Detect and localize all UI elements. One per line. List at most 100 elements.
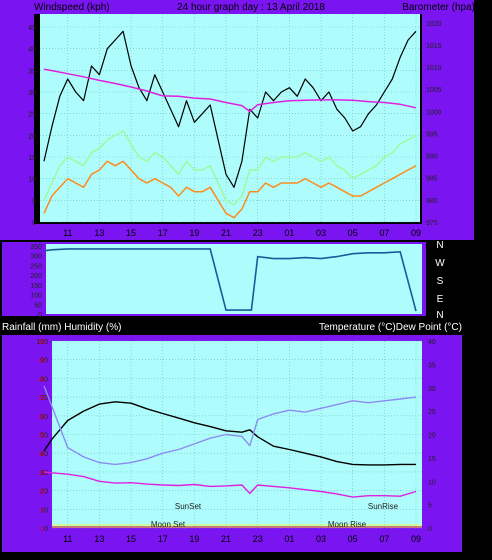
temp-x-tick: 15 [126, 534, 136, 544]
rainfall-humidity-axis-title: Rainfall (mm) Humidity (%) [2, 322, 121, 333]
temp-y-right-tick: 0 [428, 526, 432, 533]
wind-x-tick: 05 [348, 228, 358, 238]
compass-label-e: E [437, 294, 444, 305]
wind-y-left-tick: 15 [28, 155, 36, 162]
temp-y-right-tick: 5 [428, 503, 432, 510]
wind-x-tick: 17 [158, 228, 168, 238]
direction-x-tick: 09 [411, 320, 421, 330]
temp-x-tick: 17 [158, 534, 168, 544]
rainfall-y-tick: 25 [39, 434, 46, 440]
temp-x-tick: 01 [284, 534, 294, 544]
direction-y-left-tick: 0 [38, 312, 42, 319]
rainfall-y-tick: 35 [39, 396, 46, 402]
wind_avg-line [43, 130, 417, 206]
wind-y-left-tick: 25 [28, 112, 36, 119]
temp-x-tick: 23 [253, 534, 263, 544]
temp-y-left-tick: 20 [40, 489, 48, 496]
temp-y-right-tick: 20 [428, 433, 436, 440]
wind-y-right-tick: 995 [426, 131, 438, 138]
rainfall-y-tick: 50 [39, 340, 46, 346]
wind-y-left-tick: 30 [28, 90, 36, 97]
compass-label-n: N [436, 240, 443, 251]
rainfall-y-tick: 15 [39, 471, 46, 477]
direction-plot-area [46, 244, 422, 314]
temperature-dewpoint-axis-title: Temperature (°C)Dew Point (°C) [319, 322, 462, 333]
compass-label-n: N [436, 310, 443, 321]
annotation-sunset: SunSet [175, 502, 202, 511]
temp-y-left-tick: 40 [40, 451, 48, 458]
temp-y-right-tick: 15 [428, 456, 436, 463]
wind-y-right-tick: 1005 [426, 87, 442, 94]
temp-y-left-tick: 70 [40, 395, 48, 402]
compass-label-w: W [435, 258, 445, 269]
graph-title: 24 hour graph day : 13 April 2018 [177, 2, 325, 13]
wind-y-right-tick: 990 [426, 154, 438, 161]
wind-y-right-tick: 1010 [426, 65, 442, 72]
wind-x-tick: 01 [284, 228, 294, 238]
temp-x-tick: 11 [63, 534, 72, 544]
temp-y-right-tick: 10 [428, 479, 436, 486]
rainfall-y-tick: 40 [39, 377, 46, 383]
wind-y-left-tick: 40 [28, 47, 36, 54]
direction-y-left-tick: 100 [30, 293, 42, 300]
top-bottom-purple-panel [34, 224, 474, 240]
direction-y-left-tick: 300 [30, 254, 42, 261]
direction-x-tick: 13 [94, 320, 104, 330]
windspeed-axis-title: Windspeed (kph) [34, 2, 110, 13]
wind-x-tick: 11 [63, 228, 72, 238]
rainfall-y-tick: 0 [40, 527, 44, 533]
direction-line [43, 248, 417, 312]
top-right-purple-panel [422, 0, 474, 240]
wind-y-right-tick: 1015 [426, 43, 442, 50]
direction-x-tick: 23 [253, 320, 263, 330]
direction-x-tick: 15 [126, 320, 136, 330]
temp-x-tick: 19 [189, 534, 199, 544]
wind-y-left-tick: 20 [28, 133, 36, 140]
direction-x-tick: 05 [348, 320, 358, 330]
temp-plot-area [52, 341, 422, 528]
rainfall-y-tick: 10 [39, 490, 46, 496]
direction-x-tick: 17 [158, 320, 168, 330]
barometer-axis-title: Barometer (hpa) [402, 2, 475, 13]
wind-x-tick: 13 [94, 228, 104, 238]
temp-x-tick: 05 [348, 534, 358, 544]
temp-y-right-tick: 40 [428, 339, 436, 346]
temp-y-right-tick: 35 [428, 362, 436, 369]
barometer-line [43, 68, 417, 113]
temp-x-tick: 07 [379, 534, 389, 544]
wind-y-left-tick: 5 [32, 198, 36, 205]
temp-y-right-tick: 30 [428, 386, 436, 393]
humidity-line [43, 385, 417, 466]
temp-y-left-tick: 10 [40, 507, 48, 514]
wind-x-tick: 19 [189, 228, 199, 238]
wind_speed-line [43, 160, 417, 219]
top-title-purple-panel [34, 0, 474, 14]
temp-y-right-tick: 25 [428, 409, 436, 416]
wind-x-tick: 21 [221, 228, 231, 238]
wind-y-right-tick: 975 [426, 220, 438, 227]
wind-x-tick: 15 [126, 228, 136, 238]
temp-x-tick: 21 [221, 534, 231, 544]
temp-y-left-tick: 60 [40, 414, 48, 421]
temp-y-left-tick: 0 [44, 526, 48, 533]
direction-y-left-tick: 150 [30, 283, 42, 290]
annotation-moon-rise: Moon Rise [328, 520, 367, 529]
rainfall-y-tick: 45 [39, 359, 46, 365]
wind-y-right-tick: 985 [426, 176, 438, 183]
direction-x-tick: 07 [379, 320, 389, 330]
wind-y-left-tick: 45 [28, 25, 36, 32]
direction-y-left-tick: 250 [30, 263, 42, 270]
direction-y-left-tick: 200 [30, 273, 42, 280]
top-left-purple-panel [0, 0, 34, 240]
direction-x-tick: 11 [63, 320, 72, 330]
temp-y-left-tick: 50 [40, 433, 48, 440]
direction-y-left-tick: 50 [34, 302, 42, 309]
temperature-line [43, 401, 416, 466]
wind-y-left-tick: 35 [28, 68, 36, 75]
direction-x-tick: 03 [316, 320, 326, 330]
direction-y-left-tick: 350 [30, 244, 42, 251]
temp-y-left-tick: 30 [40, 470, 48, 477]
rainfall-y-tick: 20 [39, 452, 46, 458]
